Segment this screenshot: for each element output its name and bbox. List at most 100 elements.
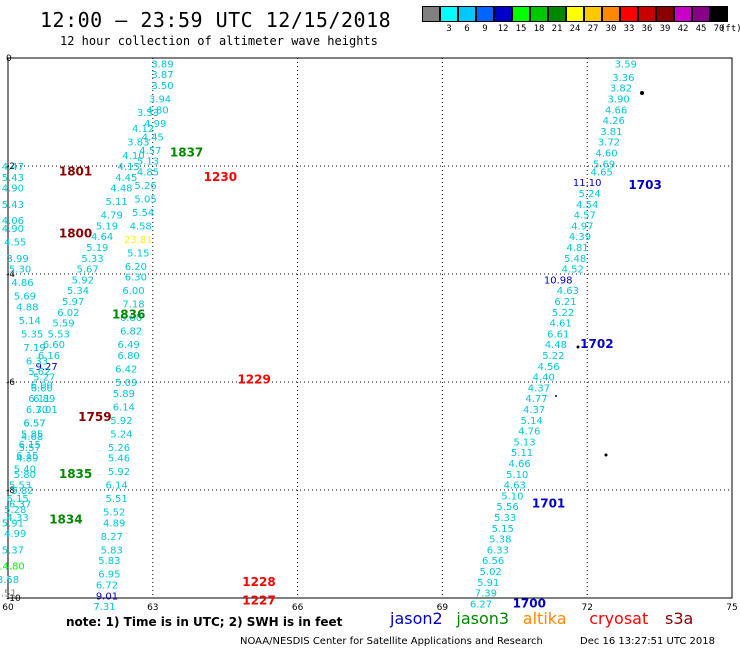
wave-height-value: 6.72 <box>96 581 118 592</box>
wave-height-value: 6.89 <box>33 394 55 405</box>
axis-labels: 60 63 66 69 72 75 0 -2 -4 -6 -8 -10 <box>2 54 737 613</box>
wave-height-value: 6.57 <box>23 419 45 430</box>
scale-swatch <box>584 6 602 22</box>
y-tick-label: -2 <box>6 162 15 172</box>
wave-height-value: 4.81 <box>566 243 588 254</box>
island-markers <box>555 91 644 457</box>
pass-time-label: 1230 <box>204 170 237 184</box>
wave-height-value: 4.63 <box>557 286 579 297</box>
wave-height-value: 5.92 <box>72 275 94 286</box>
island-marker <box>576 345 580 349</box>
wave-height-value: 4.66 <box>508 459 530 470</box>
scale-unit: (ft) <box>720 24 740 34</box>
wave-height-value: 5.14 <box>521 416 543 427</box>
wave-height-value: 4.60 <box>595 149 617 160</box>
wave-height-value: 5.26 <box>134 181 156 192</box>
pass-time-label: 1700 <box>513 596 546 610</box>
wave-height-value: 6.33 <box>26 356 48 367</box>
wave-height-value: 6.20 <box>125 262 147 273</box>
wave-height-value: 4.90 <box>2 184 24 195</box>
wave-height-value: 5.83 <box>101 545 123 556</box>
wave-height-value: 4.48 <box>110 184 132 195</box>
x-tick-label: 60 <box>2 603 14 613</box>
wave-height-value: 6.15 <box>16 451 38 462</box>
wave-height-value: 4.99 <box>4 529 26 540</box>
wave-height-value: 4.65 <box>591 167 613 178</box>
wave-height-value: 5.53 <box>9 481 31 492</box>
wave-height-value: 3.90 <box>607 95 629 106</box>
wave-height-value: 5.33 <box>81 254 103 265</box>
scale-swatch <box>458 6 476 22</box>
pass-time-label: 1759 <box>78 410 111 424</box>
scale-swatch <box>440 6 458 22</box>
island-marker <box>604 453 608 457</box>
wave-height-value: 3.87 <box>151 70 173 81</box>
x-tick-label: 66 <box>292 603 304 613</box>
wave-height-value: 6.60 <box>43 340 65 351</box>
wave-height-value: 4.79 <box>101 211 123 222</box>
wave-height-value: 5.54 <box>132 208 154 219</box>
page-subtitle: 12 hour collection of altimeter wave hei… <box>60 34 378 48</box>
wave-height-value: 6.15 <box>7 494 29 505</box>
pass-time-label: 1837 <box>170 146 203 160</box>
wave-height-value: 3.36 <box>612 73 634 84</box>
pass-time-label: 1227 <box>242 594 275 608</box>
wave-height-value: 3.89 <box>151 59 173 70</box>
wave-height-value: 4.54 <box>576 200 598 211</box>
wave-height-value: 14.80 <box>0 562 25 573</box>
wave-height-value: 7.39 <box>475 589 497 600</box>
wave-height-value: 5.69 <box>593 159 615 170</box>
wave-height-value: 5.24 <box>578 189 600 200</box>
wave-height-value: 6.00 <box>122 286 144 297</box>
scale-label: 9 <box>482 24 488 34</box>
scale-swatch <box>422 6 440 22</box>
scale-swatch <box>512 6 530 22</box>
wave-height-value: 4.45 <box>142 132 164 143</box>
wave-height-value: 5.13 <box>137 157 159 168</box>
wave-height-value: 6.95 <box>98 570 120 581</box>
wave-height-value: 4.47 <box>2 162 24 173</box>
wave-height-value: 5.05 <box>134 194 156 205</box>
wave-height-value: 6.30 <box>125 273 147 284</box>
wave-height-value: 5.40 <box>14 464 36 475</box>
wave-height-value: 6.82 <box>120 327 142 338</box>
credit-text: NOAA/NESDIS Center for Satellite Applica… <box>240 636 543 647</box>
scale-label: 70 <box>713 24 725 34</box>
wave-height-value: 5.02 <box>480 567 502 578</box>
wave-height-value: 4.45 <box>115 173 137 184</box>
wave-height-value: 2.51 <box>0 589 17 600</box>
wave-height-value: 6.27 <box>470 599 492 610</box>
scale-swatch <box>656 6 674 22</box>
wave-height-value: 4.58 <box>130 221 152 232</box>
wave-height-value: 3.83 <box>127 138 149 149</box>
wave-height-value: 5.10 <box>506 470 528 481</box>
pass-time-label: 1835 <box>59 467 92 481</box>
plot-frame <box>7 57 733 599</box>
scale-label: 42 <box>677 24 689 34</box>
wave-height-value: 5.91 <box>2 518 24 529</box>
wave-height-value: 4.76 <box>518 427 540 438</box>
wave-height-value: 10.98 <box>544 275 573 286</box>
wave-height-value: 6.61 <box>547 329 569 340</box>
wave-height-value: 6.49 <box>118 340 140 351</box>
wave-height-value: 7.31 <box>93 602 115 613</box>
map-grid <box>7 57 733 599</box>
units-note: note: 1) Time is in UTC; 2) SWH is in fe… <box>66 615 343 629</box>
wave-height-value: 7.19 <box>23 343 45 354</box>
wave-height-value: 5.30 <box>9 265 31 276</box>
wave-height-value: 4.86 <box>11 278 33 289</box>
wave-height-value: 5.27 <box>33 373 55 384</box>
scale-label: 45 <box>695 24 707 34</box>
y-tick-label: 0 <box>6 54 12 64</box>
wave-height-value: 7.01 <box>35 405 57 416</box>
scale-label: 15 <box>515 24 527 34</box>
wave-height-value: 6.02 <box>57 308 79 319</box>
wave-height-value: 4.26 <box>603 116 625 127</box>
y-tick-label: -6 <box>6 378 15 388</box>
wave-height-value: 5.35 <box>21 329 43 340</box>
pass-time-label: 1801 <box>59 164 92 178</box>
wave-height-value: 6.11 <box>28 394 50 405</box>
page-title: 12:00 — 23:59 UTC 12/15/2018 <box>40 8 392 32</box>
satellite-name: s3a <box>665 609 694 628</box>
